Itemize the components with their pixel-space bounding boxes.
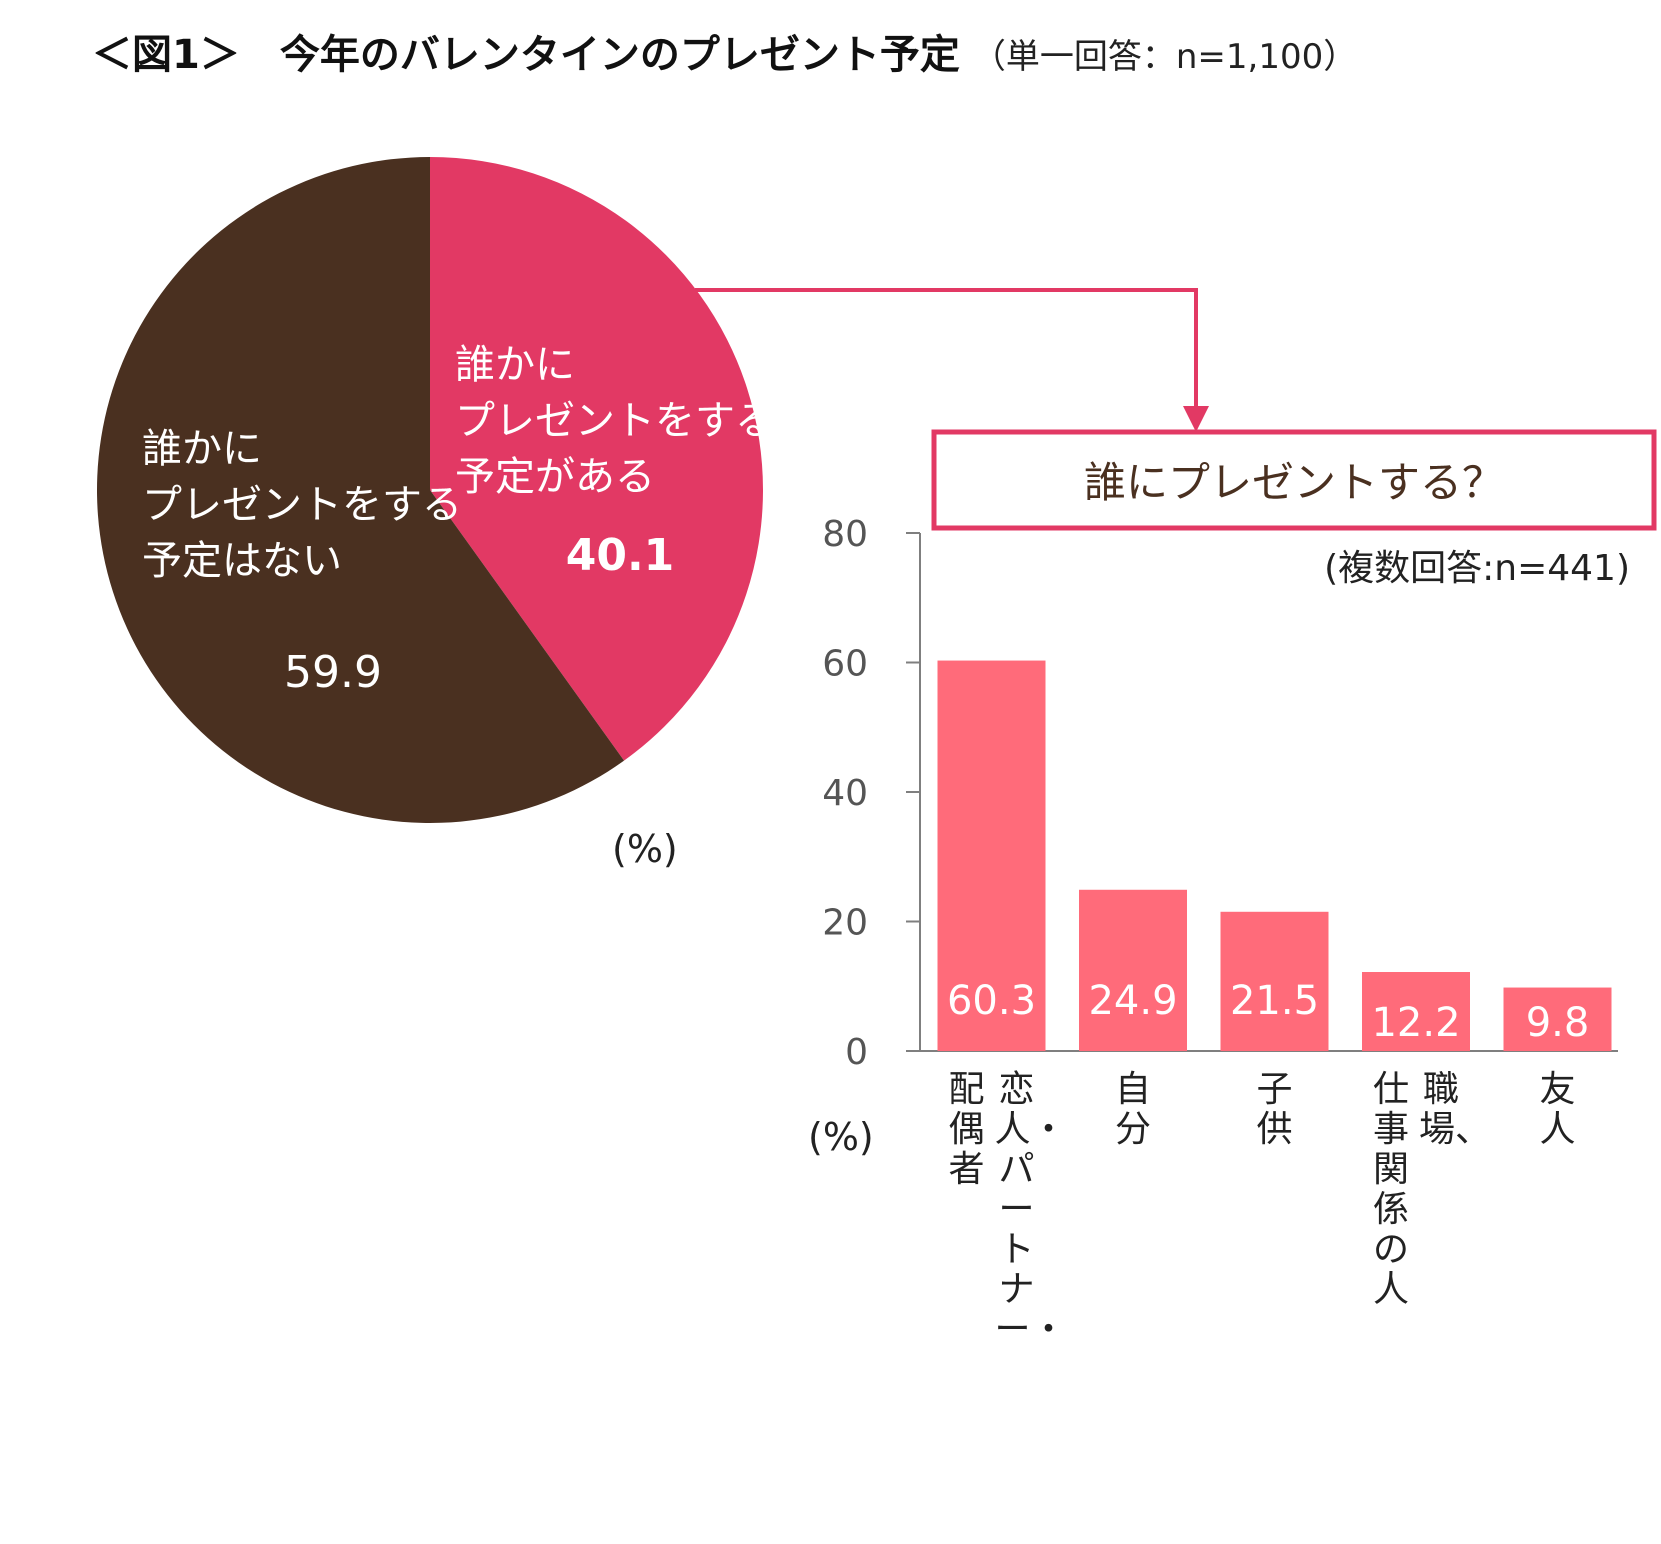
pie-slice-label-line: 予定はない (142, 538, 342, 584)
pie-slice-label-line: 誰かに (455, 342, 575, 388)
pie-slice-label-line: プレゼントをする (142, 482, 462, 528)
y-tick-label: 60 (822, 644, 868, 685)
x-category-label: 友人 (1539, 1069, 1576, 1150)
y-tick-label: 80 (822, 514, 868, 555)
bar (937, 660, 1046, 1051)
connector-line (695, 288, 1198, 410)
y-axis-unit-label: (%) (808, 1115, 874, 1159)
bar (1362, 972, 1470, 1051)
x-category-label: 子供 (1256, 1069, 1293, 1150)
x-category-label: 職場、 (1419, 1069, 1492, 1150)
pie-slice-label-line: 誰かに (142, 426, 262, 472)
figure-subtitle: （単一回答：n=1,100） (971, 37, 1358, 77)
pie-slice-value: 40.1 (566, 530, 675, 581)
bar (1079, 889, 1187, 1051)
chart-title: ＜図1＞ 今年のバレンタインのプレゼント予定 （単一回答：n=1,100） (92, 22, 1357, 80)
y-tick-label: 20 (822, 903, 868, 944)
x-category-label: 配偶者 (948, 1069, 985, 1190)
figure-title: 今年のバレンタインのプレゼント予定 (279, 32, 960, 78)
x-category-label: 自分 (1114, 1069, 1151, 1150)
pie-slice-no (96, 157, 625, 824)
bar-title-box (931, 429, 1657, 531)
bar-value-label: 24.9 (1088, 978, 1177, 1024)
bar-value-label: 9.8 (1526, 1000, 1590, 1046)
bar-value-label: 12.2 (1371, 1000, 1460, 1046)
bar (1220, 911, 1329, 1051)
x-category-label: 仕事関係の人 (1372, 1069, 1409, 1310)
pie-unit-label: (%) (612, 827, 678, 871)
figure-number: ＜図1＞ (92, 32, 240, 78)
connector-arrowhead (1183, 406, 1209, 432)
bar-value-label: 21.5 (1230, 978, 1319, 1024)
bar-chart-subtitle: (複数回答:n=441) (1324, 548, 1630, 589)
pie-slice-label-line: プレゼントをする (455, 398, 775, 444)
pie-slice-label-line: 予定がある (455, 454, 655, 500)
pie-slice-yes (430, 157, 763, 761)
x-category-label: 恋人・パートナー・ (994, 1069, 1067, 1350)
y-tick-label: 40 (822, 773, 868, 814)
bar-chart-title: 誰にプレゼントする？ (1084, 458, 1504, 507)
y-tick-label: 0 (845, 1032, 868, 1073)
bar-value-label: 60.3 (947, 978, 1036, 1024)
pie-slice-value: 59.9 (284, 647, 382, 698)
bar (1503, 987, 1612, 1051)
